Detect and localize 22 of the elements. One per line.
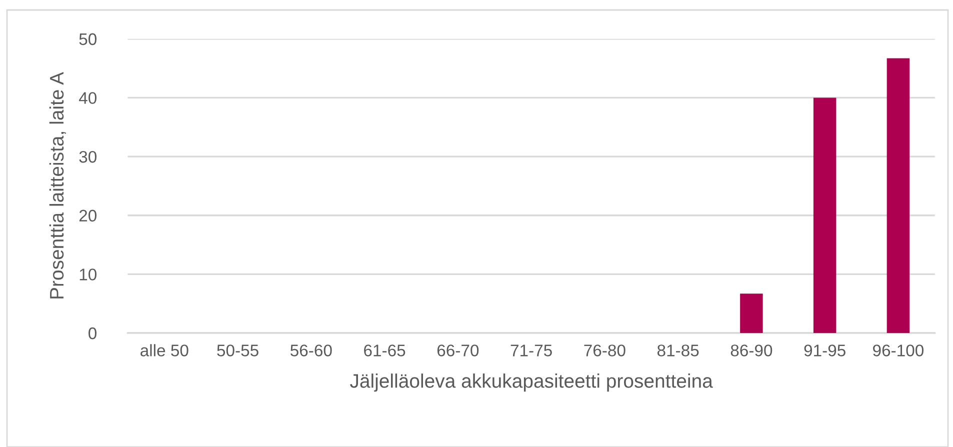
y-axis-title: Prosenttia laitteista, laite A bbox=[49, 72, 66, 298]
x-tick-label: 86-90 bbox=[730, 344, 772, 356]
x-tick-label: 56-60 bbox=[290, 344, 332, 356]
x-tick-label: 81-85 bbox=[657, 344, 699, 356]
y-tick-label: 30 bbox=[79, 150, 96, 163]
bar bbox=[813, 98, 836, 334]
x-tick-label: 71-75 bbox=[510, 344, 552, 356]
y-tick-label: 0 bbox=[88, 327, 96, 340]
bar bbox=[740, 294, 763, 334]
x-tick-label: 66-70 bbox=[437, 344, 479, 356]
y-tick-label: 50 bbox=[79, 33, 96, 46]
x-tick-label: alle 50 bbox=[140, 344, 188, 356]
x-tick-label: 91-95 bbox=[804, 344, 846, 356]
bar bbox=[886, 58, 910, 334]
x-tick-label: 76-80 bbox=[584, 344, 626, 356]
x-axis-title: Jäljelläoleva akkukapasiteetti prosentteina bbox=[350, 374, 713, 392]
x-tick-label: 50-55 bbox=[217, 344, 258, 356]
y-tick-label: 40 bbox=[78, 92, 96, 104]
x-tick-label: 61-65 bbox=[364, 344, 406, 356]
y-tick-label: 20 bbox=[79, 210, 96, 222]
y-tick-label: 10 bbox=[80, 268, 96, 280]
x-tick-label: 96-100 bbox=[873, 344, 924, 356]
